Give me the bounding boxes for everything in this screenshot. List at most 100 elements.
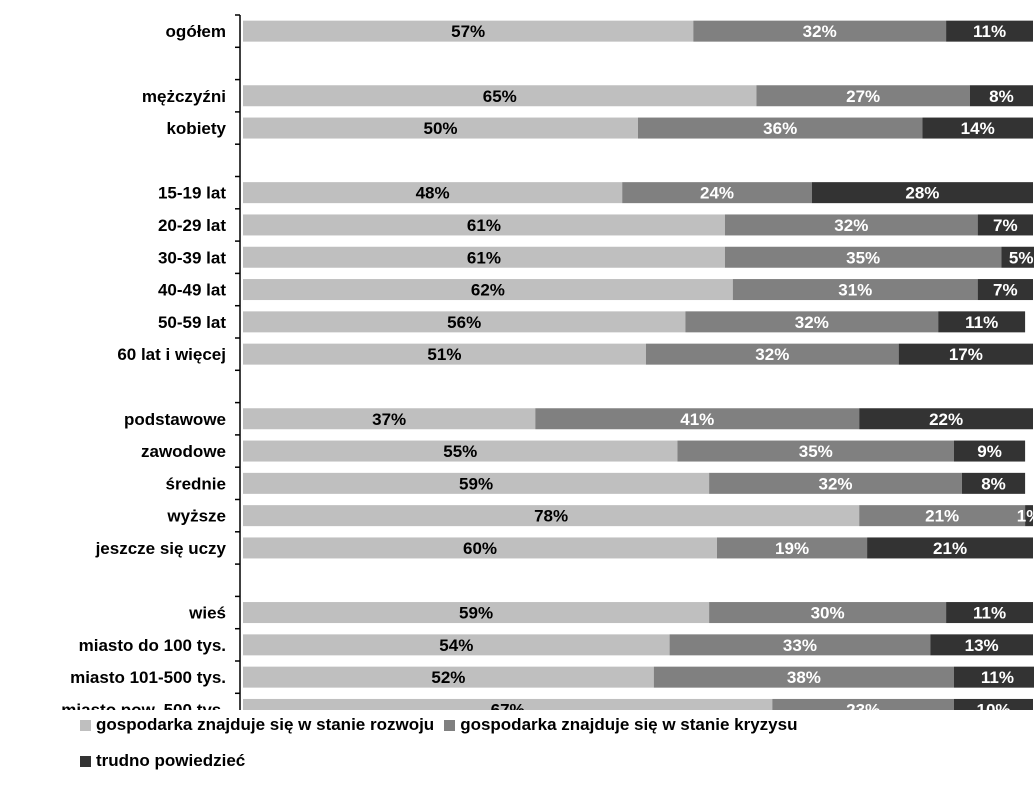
- category-label: kobiety: [166, 119, 226, 138]
- legend-item-hard-to-say: trudno powiedzieć: [80, 751, 245, 771]
- data-label: 14%: [961, 119, 995, 138]
- bar-segment: [693, 20, 947, 42]
- legend-swatch-crisis: [444, 719, 456, 731]
- legend-item-development: gospodarka znajduje się w stanie rozwoju: [80, 715, 434, 735]
- data-label: 21%: [933, 539, 967, 558]
- bar-segment: [243, 20, 694, 42]
- bar-segment: [243, 117, 638, 139]
- bar-segment: [1001, 246, 1034, 268]
- legend-label-hard-to-say: trudno powiedzieć: [96, 751, 246, 770]
- bar-segment: [724, 246, 1002, 268]
- data-label: 67%: [491, 700, 525, 710]
- data-label: 38%: [787, 668, 821, 687]
- category-label: wieś: [188, 604, 226, 623]
- category-label: miasto pow. 500 tys.: [61, 700, 226, 710]
- category-label: ogółem: [166, 22, 226, 41]
- data-label: 48%: [416, 184, 450, 203]
- category-label: 60 lat i więcej: [117, 345, 226, 364]
- category-label: 15-19 lat: [158, 184, 226, 203]
- data-label: 22%: [929, 410, 963, 429]
- legend-label-crisis: gospodarka znajduje się w stanie kryzysu: [460, 715, 798, 734]
- data-label: 41%: [680, 410, 714, 429]
- data-label: 7%: [993, 281, 1018, 300]
- bar-segment: [243, 602, 710, 624]
- bar-segment: [946, 20, 1033, 42]
- bar-segment: [677, 440, 954, 462]
- data-label: 23%: [846, 700, 880, 710]
- data-label: 10%: [976, 700, 1010, 710]
- legend-item-crisis: gospodarka znajduje się w stanie kryzysu: [444, 715, 797, 735]
- data-label: 33%: [783, 636, 817, 655]
- bar-segment: [709, 472, 962, 494]
- category-label: 50-59 lat: [158, 313, 226, 332]
- bar-segment: [243, 505, 860, 527]
- bar-segment: [977, 279, 1033, 301]
- data-label: 54%: [439, 636, 473, 655]
- data-label: 8%: [981, 474, 1006, 493]
- data-label: 21%: [925, 507, 959, 526]
- data-label: 32%: [755, 345, 789, 364]
- bar-segment: [717, 537, 868, 559]
- bar-segment: [898, 343, 1033, 365]
- bar-segment: [638, 117, 923, 139]
- category-label: zawodowe: [141, 442, 226, 461]
- category-label: podstawowe: [124, 410, 226, 429]
- data-label: 5%: [1009, 248, 1034, 267]
- bar-segment: [645, 343, 899, 365]
- bar-segment: [867, 537, 1033, 559]
- bar-segment: [724, 214, 978, 236]
- bar-segment: [669, 634, 931, 656]
- bar-segment: [243, 182, 623, 204]
- data-label: 13%: [965, 636, 999, 655]
- bar-segment: [954, 440, 1026, 462]
- bar-segment: [243, 666, 654, 688]
- bar-segment: [243, 279, 733, 301]
- data-label: 61%: [467, 248, 501, 267]
- bar-segment: [243, 85, 757, 107]
- bar-segment: [922, 117, 1033, 139]
- legend-row-2: trudno powiedzieć: [80, 748, 1020, 774]
- data-label: 11%: [973, 604, 1006, 623]
- legend-label-development: gospodarka znajduje się w stanie rozwoju: [96, 715, 435, 734]
- bar-segment: [622, 182, 812, 204]
- data-label: 7%: [993, 216, 1018, 235]
- bar-segment: [243, 472, 710, 494]
- data-label: 28%: [905, 184, 939, 203]
- data-label: 8%: [989, 87, 1014, 106]
- bar-segment: [969, 85, 1033, 107]
- bar-segment: [930, 634, 1033, 656]
- data-label: 11%: [965, 313, 998, 332]
- data-label: 11%: [981, 668, 1014, 687]
- data-label: 36%: [763, 119, 797, 138]
- data-label: 37%: [372, 410, 406, 429]
- legend-row-1: gospodarka znajduje się w stanie rozwoju…: [80, 712, 1020, 738]
- data-label: 35%: [846, 248, 880, 267]
- bar-segment: [535, 408, 860, 430]
- data-label: 19%: [775, 539, 809, 558]
- category-label: średnie: [166, 474, 226, 493]
- data-label: 31%: [838, 281, 872, 300]
- bar-segment: [811, 182, 1033, 204]
- bar-segment: [243, 311, 686, 333]
- data-label: 55%: [443, 442, 477, 461]
- data-label: 32%: [834, 216, 868, 235]
- data-label: 35%: [799, 442, 833, 461]
- data-label: 65%: [483, 87, 517, 106]
- bar-segment: [938, 311, 1026, 333]
- data-label: 32%: [795, 313, 829, 332]
- data-label: 56%: [447, 313, 481, 332]
- data-label: 59%: [459, 604, 493, 623]
- bar-segment: [756, 85, 970, 107]
- category-label: wyższe: [166, 507, 226, 526]
- bar-segment: [859, 505, 1026, 527]
- legend-swatch-hard-to-say: [80, 755, 91, 767]
- category-label: 20-29 lat: [158, 216, 226, 235]
- category-label: miasto do 100 tys.: [79, 636, 226, 655]
- bar-segment: [243, 343, 646, 365]
- data-label: 62%: [471, 281, 505, 300]
- bar-segment: [961, 472, 1026, 494]
- bar-segment: [243, 408, 536, 430]
- stacked-bar-chart: ogółem 57% 32% 11% mężczyźni 65% 27% 8% kobiety 5…: [61, 14, 1034, 727]
- category-label: mężczyźni: [142, 87, 226, 106]
